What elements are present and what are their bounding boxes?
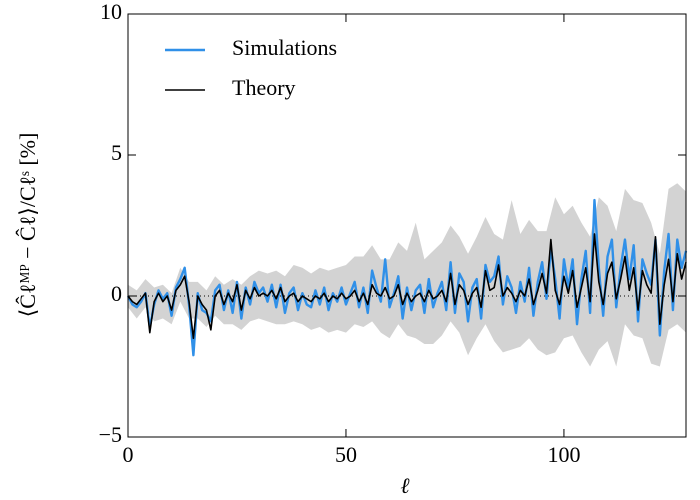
y-tick-label: 0: [111, 281, 122, 306]
legend-label: Simulations: [232, 35, 337, 60]
y-tick-label: 5: [111, 140, 122, 165]
legend-label: Theory: [232, 75, 296, 100]
plot-frame: [127, 13, 687, 438]
y-tick-label: −5: [99, 422, 122, 447]
x-tick-label: 100: [547, 442, 580, 467]
x-axis-label: ℓ: [400, 473, 410, 498]
x-tick-label: 50: [335, 442, 357, 467]
y-axis-label: ⟨Ĉℓᴹᴾ − Ĉℓ⟩/Cℓˢ [%]: [15, 133, 40, 318]
y-tick-label: 10: [100, 0, 122, 24]
series-line: [127, 233, 687, 340]
x-tick-label: 0: [123, 442, 134, 467]
band: [128, 183, 686, 367]
